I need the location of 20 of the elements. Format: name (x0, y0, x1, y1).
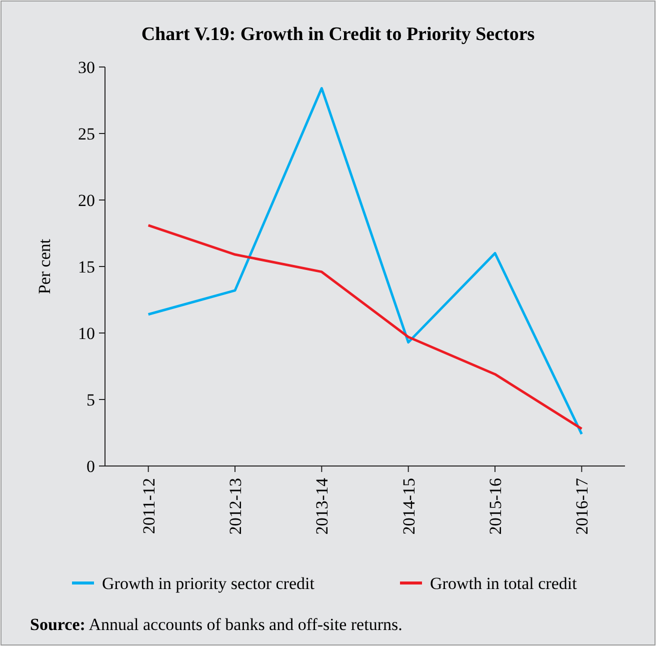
y-tick-label: 0 (86, 456, 95, 476)
y-tick-label: 20 (78, 190, 95, 210)
x-tick-label: 2016-17 (572, 478, 592, 535)
x-tick-label: 2015-16 (486, 478, 505, 535)
x-tick-label: 2011-12 (139, 478, 158, 534)
x-tick-label: 2014-15 (399, 478, 418, 535)
source-note: Source: Annual accounts of banks and off-site returns. (30, 615, 402, 634)
x-tick-label: 2012-13 (226, 478, 245, 535)
chart-title: Chart V.19: Growth in Credit to Priority Sectors (141, 24, 535, 45)
legend-label: Growth in priority sector credit (102, 574, 315, 593)
y-tick-label: 15 (78, 257, 95, 276)
line-series (147, 87, 583, 436)
y-tick-label: 30 (78, 58, 95, 77)
legend-label: Growth in total credit (430, 574, 578, 593)
y-tick-label: 5 (86, 390, 95, 410)
x-tick-label: 2013-14 (312, 478, 332, 535)
line-series (147, 224, 583, 430)
y-axis-title: Per cent (35, 238, 54, 294)
y-tick-label: 25 (78, 124, 95, 144)
y-tick-label: 10 (78, 324, 95, 343)
